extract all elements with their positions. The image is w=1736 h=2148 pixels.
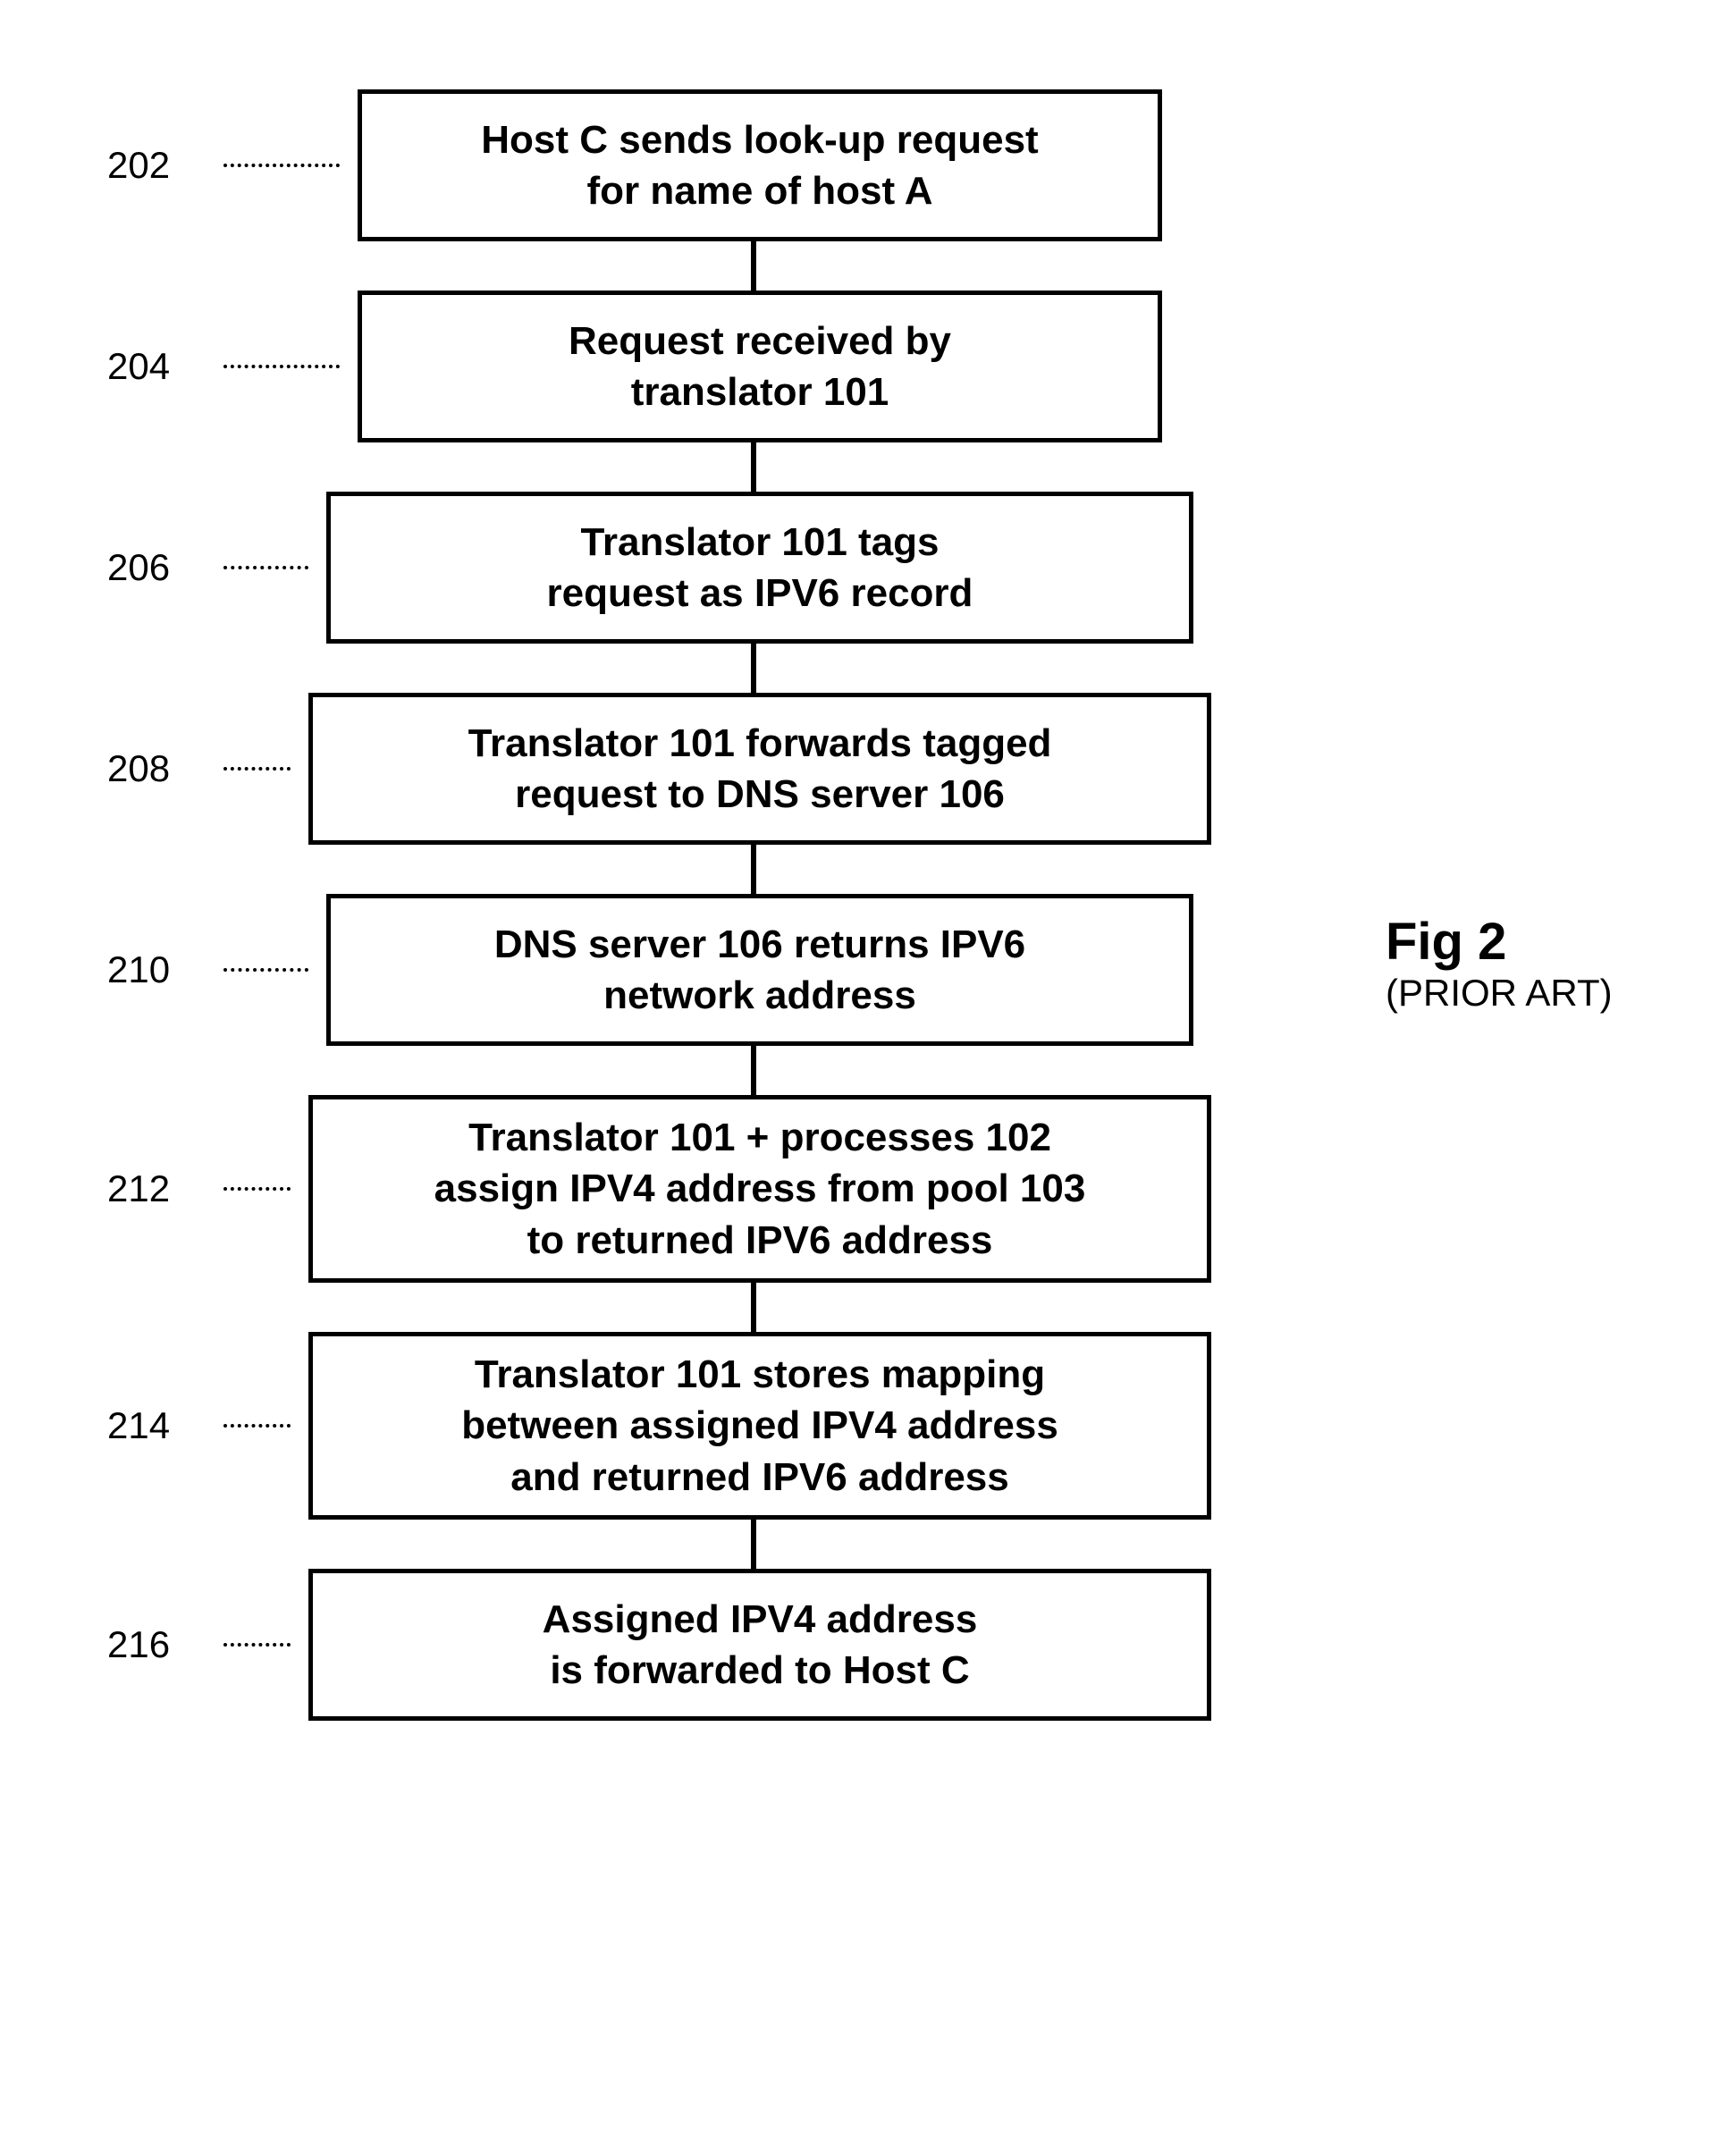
flowchart-step-row: 216 Assigned IPV4 addressis forwarded to … bbox=[107, 1569, 1627, 1721]
flowchart-step-box: Translator 101 + processes 102assign IPV… bbox=[308, 1095, 1211, 1283]
dotted-connector bbox=[223, 1187, 291, 1191]
step-number: 216 bbox=[107, 1623, 215, 1666]
dotted-connector bbox=[223, 365, 340, 368]
flowchart-step-box: Host C sends look-up requestfor name of … bbox=[358, 89, 1162, 241]
connector-wrapper bbox=[107, 644, 1627, 693]
dotted-connector bbox=[223, 1643, 291, 1647]
connector-line bbox=[751, 1520, 756, 1569]
figure-title: Fig 2 bbox=[1386, 912, 1613, 972]
flowchart-step-box: Translator 101 tagsrequest as IPV6 recor… bbox=[326, 492, 1193, 644]
connector-wrapper bbox=[107, 1046, 1627, 1095]
connector-line bbox=[751, 845, 756, 894]
dotted-connector bbox=[223, 164, 340, 167]
dotted-connector bbox=[223, 968, 308, 972]
connector-wrapper bbox=[107, 1283, 1627, 1332]
figure-subtitle: (PRIOR ART) bbox=[1386, 972, 1613, 1015]
flowchart-step-box: Assigned IPV4 addressis forwarded to Hos… bbox=[308, 1569, 1211, 1721]
figure-label: Fig 2(PRIOR ART) bbox=[1386, 912, 1613, 1015]
flowchart-step-row: 206 Translator 101 tagsrequest as IPV6 re… bbox=[107, 492, 1627, 644]
connector-line bbox=[751, 442, 756, 492]
connector-line bbox=[751, 241, 756, 291]
flowchart-step-row: 208 Translator 101 forwards taggedrequest… bbox=[107, 693, 1627, 845]
flowchart-step-box: Translator 101 stores mappingbetween ass… bbox=[308, 1332, 1211, 1520]
connector-wrapper bbox=[107, 845, 1627, 894]
step-number: 212 bbox=[107, 1167, 215, 1210]
flowchart-step-box: Translator 101 forwards taggedrequest to… bbox=[308, 693, 1211, 845]
flowchart-step-box: DNS server 106 returns IPV6network addre… bbox=[326, 894, 1193, 1046]
flowchart-step-row: 212 Translator 101 + processes 102assign … bbox=[107, 1095, 1627, 1283]
connector-line bbox=[751, 644, 756, 693]
connector-line bbox=[751, 1283, 756, 1332]
step-number: 206 bbox=[107, 546, 215, 589]
connector-wrapper bbox=[107, 241, 1627, 291]
connector-wrapper bbox=[107, 442, 1627, 492]
flowchart-step-row: 204 Request received bytranslator 101 bbox=[107, 291, 1627, 442]
step-number: 208 bbox=[107, 747, 215, 790]
step-number: 210 bbox=[107, 948, 215, 991]
dotted-connector bbox=[223, 1424, 291, 1428]
step-number: 202 bbox=[107, 144, 215, 187]
dotted-connector bbox=[223, 566, 308, 569]
connector-wrapper bbox=[107, 1520, 1627, 1569]
flowchart-step-box: Request received bytranslator 101 bbox=[358, 291, 1162, 442]
step-number: 214 bbox=[107, 1404, 215, 1447]
flowchart-container: 202 Host C sends look-up requestfor name … bbox=[107, 89, 1627, 1721]
flowchart-step-row: 202 Host C sends look-up requestfor name … bbox=[107, 89, 1627, 241]
flowchart-step-row: 214 Translator 101 stores mappingbetween … bbox=[107, 1332, 1627, 1520]
dotted-connector bbox=[223, 767, 291, 771]
connector-line bbox=[751, 1046, 756, 1095]
step-number: 204 bbox=[107, 345, 215, 388]
